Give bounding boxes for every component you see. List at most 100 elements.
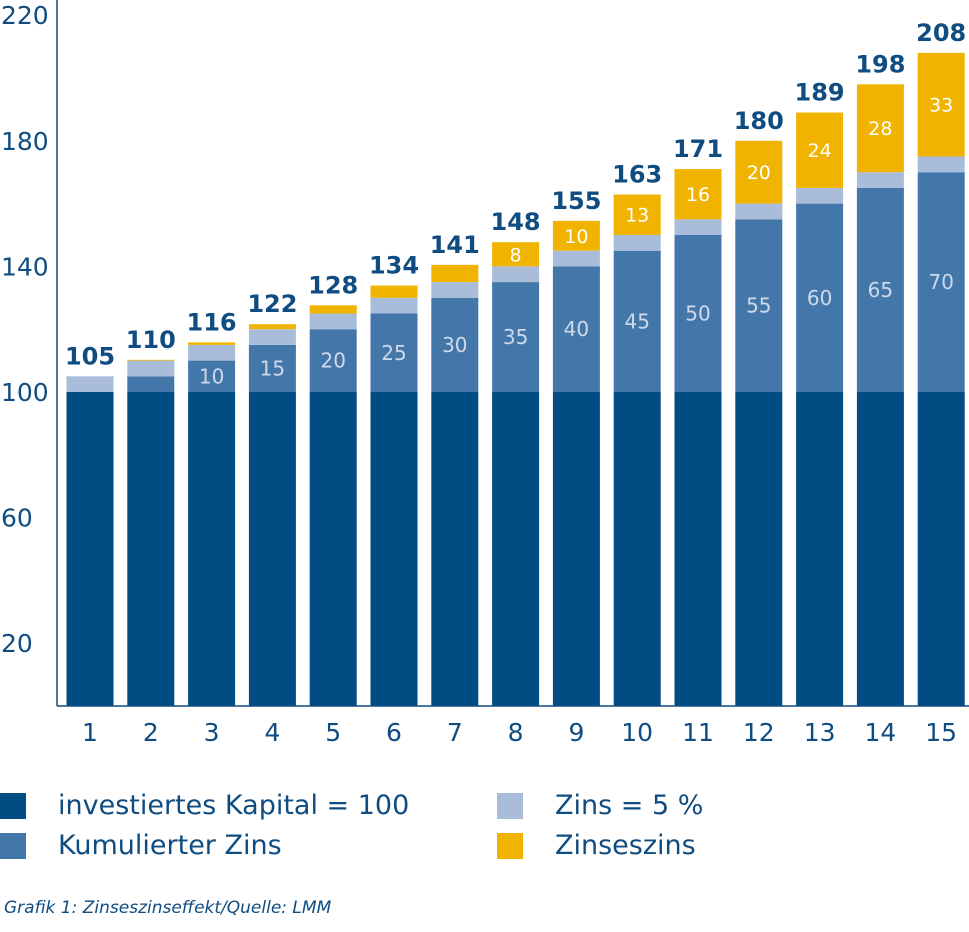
stacked-bar-chart: 2060100140180220105111021011631512242012… <box>1 0 969 747</box>
x-tick-label: 9 <box>568 718 584 747</box>
kumulierter-zins-segment <box>796 203 844 392</box>
bar-total-label: 122 <box>247 290 297 318</box>
zins-segment <box>248 329 296 345</box>
kumulierter-zins-value-label: 40 <box>564 317 589 341</box>
zins-segment <box>796 187 844 204</box>
zinseszins-segment <box>370 285 418 298</box>
kumulierter-zins-value-label: 30 <box>442 333 467 357</box>
bar-total-label: 189 <box>795 79 845 107</box>
chart-caption: Grafik 1: Zinseszinseffekt/Quelle: LMM <box>4 898 332 918</box>
y-tick-label: 20 <box>1 629 33 658</box>
kumulierter-zins-value-label: 25 <box>381 341 406 365</box>
y-tick-label: 180 <box>1 127 49 156</box>
x-tick-label: 4 <box>264 718 280 747</box>
kumulierter-zins-value-label: 65 <box>868 278 893 302</box>
legend-item-kapital: investiertes Kapital = 100 <box>0 790 409 821</box>
zins-segment <box>735 203 783 220</box>
zinseszins-value-label: 20 <box>747 162 771 184</box>
kumulierter-zins-value-label: 50 <box>685 302 710 326</box>
y-tick-label: 140 <box>1 252 49 281</box>
bar-total-label: 171 <box>673 135 723 163</box>
zinseszins-segment <box>127 359 175 361</box>
bar-total-label: 208 <box>916 19 966 47</box>
y-tick-label: 100 <box>1 378 49 407</box>
kumulierter-zins-segment <box>917 172 965 392</box>
x-tick-label: 14 <box>864 718 896 747</box>
zins-segment <box>370 297 418 314</box>
zins-segment <box>66 376 114 392</box>
zins-segment <box>188 344 236 361</box>
bar-total-label: 155 <box>551 187 601 215</box>
zinseszins-segment <box>309 305 357 314</box>
zinseszins-segment <box>856 84 904 173</box>
kumulierter-zins-segment <box>492 282 540 392</box>
kapital-segment <box>552 392 600 706</box>
kapital-segment <box>735 392 783 706</box>
zins-segment <box>613 235 661 251</box>
zinseszins-segment <box>248 324 296 330</box>
kumulierter-zins-value-label: 15 <box>260 356 285 380</box>
kumulierter-zins-segment <box>431 297 479 392</box>
zinseszins-value-label: 24 <box>808 140 832 162</box>
x-tick-label: 8 <box>508 718 524 747</box>
kumulierter-zins-segment <box>309 329 357 392</box>
bar-total-label: 198 <box>855 50 905 78</box>
legend-item-zins: Zins = 5 % <box>497 790 703 821</box>
x-tick-label: 15 <box>925 718 957 747</box>
chart-legend: investiertes Kapital = 100 Zins = 5 % Ku… <box>0 778 969 878</box>
zins-segment <box>674 219 722 235</box>
bar-total-label: 128 <box>308 271 358 299</box>
legend-label-zins: Zins = 5 % <box>555 790 704 821</box>
kapital-segment <box>856 392 904 706</box>
kumulierter-zins-segment <box>127 376 175 392</box>
legend-swatch-zinseszins <box>497 832 523 859</box>
zins-segment <box>856 172 904 188</box>
x-tick-label: 6 <box>386 718 402 747</box>
legend-item-zinseszins: Zinseszins <box>497 830 696 861</box>
kapital-segment <box>127 392 175 706</box>
kapital-segment <box>431 392 479 706</box>
bar-total-label: 116 <box>187 308 237 336</box>
zins-segment <box>552 250 600 267</box>
kumulierter-zins-segment <box>370 313 418 392</box>
zinseszins-value-label: 33 <box>929 95 953 117</box>
x-tick-label: 11 <box>682 718 714 747</box>
kumulierter-zins-value-label: 55 <box>746 294 771 318</box>
zins-segment <box>431 282 479 298</box>
y-tick-label: 60 <box>1 504 33 533</box>
kumulierter-zins-value-label: 60 <box>807 286 832 310</box>
kapital-segment <box>492 392 540 706</box>
legend-item-kumuliert: Kumulierter Zins <box>0 830 282 861</box>
kapital-segment <box>309 392 357 706</box>
kumulierter-zins-value-label: 70 <box>928 270 953 294</box>
legend-swatch-kapital <box>0 792 26 819</box>
bar-total-label: 163 <box>612 160 662 188</box>
kumulierter-zins-value-label: 35 <box>503 325 528 349</box>
kapital-segment <box>248 392 296 706</box>
kumulierter-zins-value-label: 20 <box>320 349 345 373</box>
zins-segment <box>917 156 965 173</box>
kapital-segment <box>370 392 418 706</box>
kapital-segment <box>796 392 844 706</box>
zins-segment <box>492 266 540 283</box>
kumulierter-zins-value-label: 10 <box>199 364 224 388</box>
zinseszins-segment <box>552 220 600 251</box>
y-tick-label: 220 <box>1 1 49 30</box>
kumulierter-zins-segment <box>674 235 722 392</box>
zinseszins-segment <box>492 242 540 267</box>
kumulierter-zins-segment <box>735 219 783 392</box>
zinseszins-segment <box>735 140 783 204</box>
zinseszins-value-label: 10 <box>564 226 588 248</box>
x-tick-label: 7 <box>447 718 463 747</box>
kapital-segment <box>188 392 236 706</box>
x-tick-label: 3 <box>204 718 220 747</box>
zinseszins-segment <box>674 169 722 220</box>
x-tick-label: 5 <box>325 718 341 747</box>
zinseszins-value-label: 8 <box>510 244 522 266</box>
legend-label-kumuliert: Kumulierter Zins <box>58 830 282 861</box>
kumulierter-zins-value-label: 45 <box>624 309 649 333</box>
kumulierter-zins-segment <box>552 266 600 392</box>
legend-swatch-zins <box>497 792 523 819</box>
kapital-segment <box>917 392 965 706</box>
bar-total-label: 105 <box>65 342 115 370</box>
